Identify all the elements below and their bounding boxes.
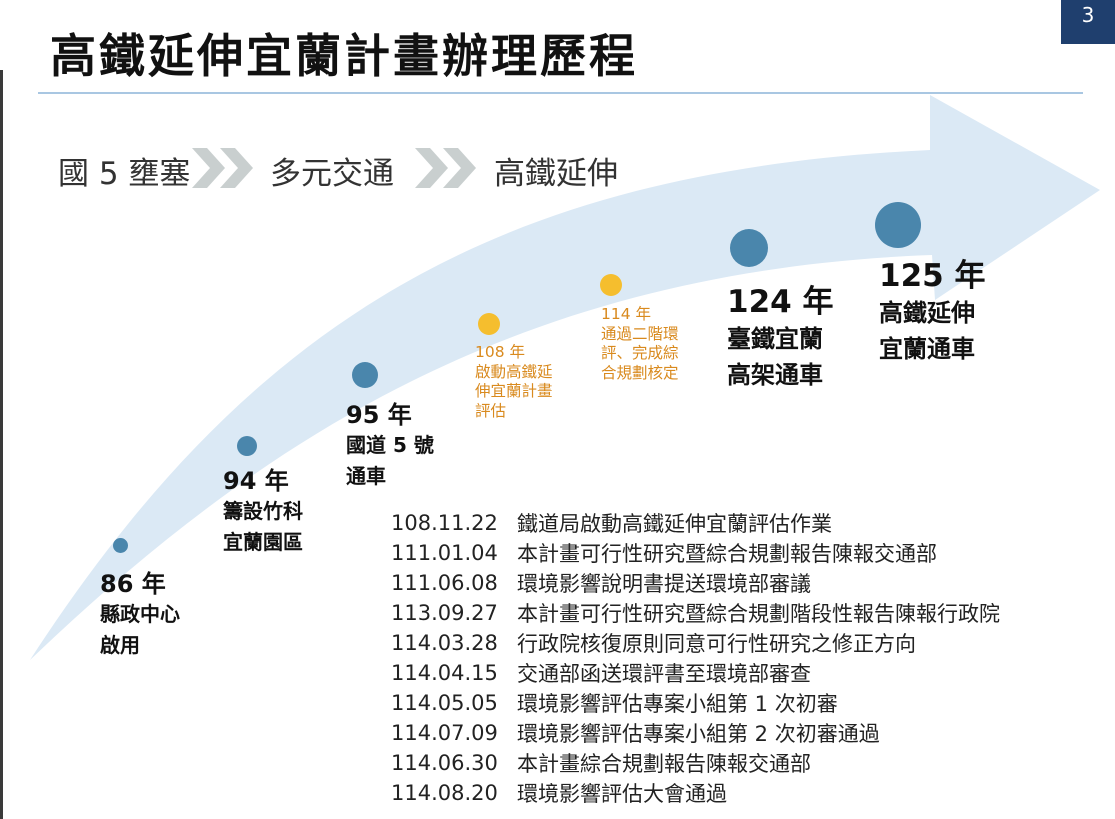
event-date: 113.09.27 (391, 601, 498, 625)
milestone: 94 年 籌設竹科 宜蘭園區 (223, 461, 303, 558)
milestone-dot (875, 202, 921, 248)
milestone-dot (237, 436, 257, 456)
event-text: 環境影響評估專案小組第 1 次初審 (517, 692, 838, 716)
milestone-dot (352, 362, 378, 388)
milestone-dot (600, 274, 622, 296)
phase-label: 多元交通 (270, 156, 394, 192)
page-title: 高鐵延伸宜蘭計畫辦理歷程 (50, 29, 638, 83)
event-text: 環境影響評估大會通過 (517, 782, 727, 806)
chevron-right-icon (415, 148, 476, 188)
milestone-note: 114 年 通過二階環 評、完成綜 合規劃核定 (601, 305, 679, 382)
list-item: 114.08.20 環境影響評估大會通過 (391, 778, 1000, 808)
event-date: 108.11.22 (391, 511, 498, 535)
milestone-label: 縣政中心 啟用 (100, 602, 180, 657)
event-text: 本計畫可行性研究暨綜合規劃階段性報告陳報行政院 (517, 602, 1000, 626)
milestone-year: 86 年 (100, 570, 166, 598)
list-item: 114.05.05 環境影響評估專案小組第 1 次初審 (391, 688, 1000, 718)
milestone: 125 年 高鐵延伸 宜蘭通車 (879, 250, 986, 367)
list-item: 113.09.27 本計畫可行性研究暨綜合規劃階段性報告陳報行政院 (391, 598, 1000, 628)
event-date: 114.07.09 (391, 721, 498, 745)
event-date: 114.03.28 (391, 631, 498, 655)
phase-label: 高鐵延伸 (494, 156, 618, 192)
milestone-year: 124 年 (727, 284, 834, 320)
milestone-year: 125 年 (879, 258, 986, 294)
milestone-year: 95 年 (346, 401, 412, 429)
milestone-dot (730, 229, 768, 267)
left-edge-line (0, 70, 3, 819)
list-item: 114.06.30 本計畫綜合規劃報告陳報交通部 (391, 748, 1000, 778)
milestone-label: 國道 5 號 通車 (346, 433, 434, 488)
event-text: 環境影響評估專案小組第 2 次初審通過 (517, 722, 880, 746)
event-list: 108.11.22 鐵道局啟動高鐵延伸宜蘭評估作業 111.01.04 本計畫可行性… (391, 508, 1000, 808)
event-text: 鐵道局啟動高鐵延伸宜蘭評估作業 (517, 512, 832, 536)
event-text: 本計畫可行性研究暨綜合規劃報告陳報交通部 (517, 542, 937, 566)
milestone: 86 年 縣政中心 啟用 (100, 564, 180, 661)
event-text: 行政院核復原則同意可行性研究之修正方向 (517, 632, 916, 656)
title-divider (38, 92, 1083, 94)
milestone-label: 臺鐵宜蘭 高架通車 (727, 325, 823, 389)
event-date: 114.04.15 (391, 661, 498, 685)
milestone-year: 94 年 (223, 467, 289, 495)
list-item: 111.01.04 本計畫可行性研究暨綜合規劃報告陳報交通部 (391, 538, 1000, 568)
event-date: 114.06.30 (391, 751, 498, 775)
milestone-label: 高鐵延伸 宜蘭通車 (879, 299, 975, 363)
phase-label: 國 5 壅塞 (58, 156, 191, 192)
chevron-right-icon (192, 148, 253, 188)
milestone-label: 籌設竹科 宜蘭園區 (223, 499, 303, 554)
event-date: 111.06.08 (391, 571, 498, 595)
event-date: 111.01.04 (391, 541, 498, 565)
event-date: 114.08.20 (391, 781, 498, 805)
event-text: 環境影響說明書提送環境部審議 (517, 572, 811, 596)
milestone-dot (478, 313, 500, 335)
list-item: 108.11.22 鐵道局啟動高鐵延伸宜蘭評估作業 (391, 508, 1000, 538)
page-number-badge (1061, 0, 1115, 44)
list-item: 114.03.28 行政院核復原則同意可行性研究之修正方向 (391, 628, 1000, 658)
event-text: 交通部函送環評書至環境部審查 (517, 662, 811, 686)
event-date: 114.05.05 (391, 691, 498, 715)
milestone: 95 年 國道 5 號 通車 (346, 395, 434, 492)
page-number: 3 (1081, 3, 1095, 27)
event-text: 本計畫綜合規劃報告陳報交通部 (517, 752, 811, 776)
list-item: 114.07.09 環境影響評估專案小組第 2 次初審通過 (391, 718, 1000, 748)
list-item: 111.06.08 環境影響說明書提送環境部審議 (391, 568, 1000, 598)
list-item: 114.04.15 交通部函送環評書至環境部審查 (391, 658, 1000, 688)
milestone-note: 108 年 啟動高鐵延 伸宜蘭計畫 評估 (475, 343, 553, 420)
milestone: 124 年 臺鐵宜蘭 高架通車 (727, 276, 834, 393)
milestone-dot (113, 538, 128, 553)
